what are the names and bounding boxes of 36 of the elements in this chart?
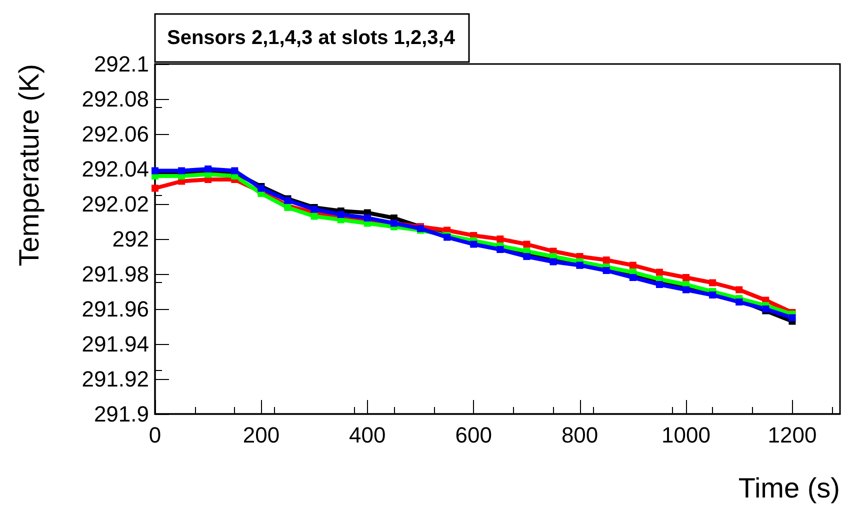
y-tick-label: 292.1 xyxy=(94,52,149,76)
point xyxy=(682,274,690,281)
point xyxy=(709,292,716,298)
chart-title: Sensors 2,1,4,3 at slots 1,2,3,4 xyxy=(167,27,456,49)
x-tick-label: 600 xyxy=(455,422,492,448)
point xyxy=(523,240,530,248)
y-tick-label: 292.08 xyxy=(82,86,149,112)
point xyxy=(656,281,663,288)
x-tick-label: 0 xyxy=(148,422,162,448)
y-tick-label: 292.06 xyxy=(82,122,149,146)
point xyxy=(629,262,636,269)
x-tick-label: 1000 xyxy=(662,422,710,448)
y-axis-title: Temperature (K) xyxy=(14,64,44,266)
point xyxy=(310,212,318,220)
y-tick-label: 291.98 xyxy=(82,262,149,286)
point xyxy=(788,314,796,322)
y-tick-label: 292.02 xyxy=(82,192,149,216)
point xyxy=(152,184,158,192)
y-tick-label: 291.9 xyxy=(94,402,149,426)
point xyxy=(602,256,610,264)
y-tick-label: 291.92 xyxy=(82,366,149,392)
y-tick-label: 291.96 xyxy=(82,296,149,322)
point xyxy=(682,286,690,294)
x-tick-label: 400 xyxy=(349,422,386,448)
x-axis-title: Time (s) xyxy=(738,472,840,504)
y-tick-label: 292.04 xyxy=(82,156,149,182)
y-tick-label: 292 xyxy=(112,226,149,252)
point xyxy=(736,286,743,294)
y-tick-label: 291.94 xyxy=(82,332,149,356)
x-tick-label: 200 xyxy=(242,422,280,448)
x-tick-label: 800 xyxy=(561,422,598,448)
point xyxy=(496,236,504,242)
point xyxy=(656,268,663,276)
x-tick-label: 1200 xyxy=(768,422,817,448)
point xyxy=(709,279,716,286)
point xyxy=(629,274,636,281)
